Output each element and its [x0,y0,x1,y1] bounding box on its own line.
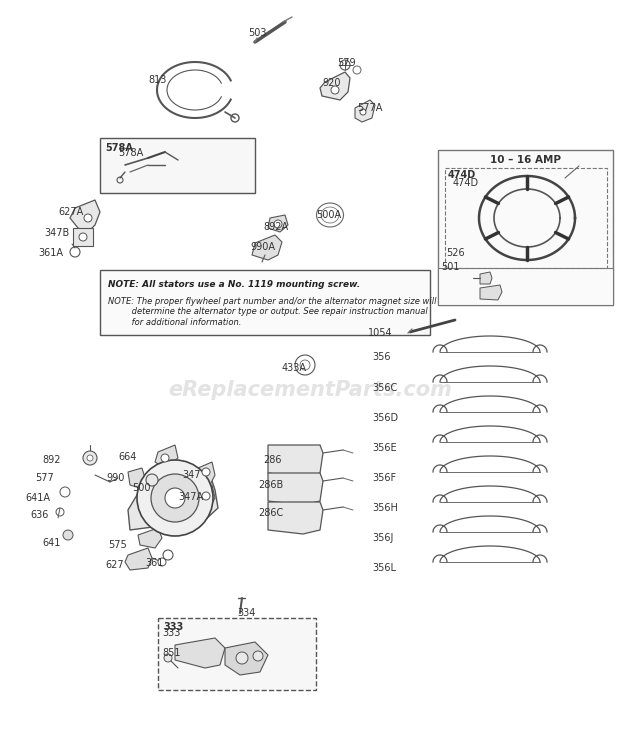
Circle shape [331,86,339,94]
Text: 526: 526 [446,248,464,258]
Text: 286B: 286B [258,480,283,490]
Text: 474D: 474D [448,170,476,180]
Text: 579: 579 [337,58,356,68]
Text: 503: 503 [248,28,267,38]
Polygon shape [125,548,152,570]
Text: 356: 356 [372,352,391,362]
Text: 286: 286 [263,455,281,465]
Polygon shape [320,72,350,100]
Text: 664: 664 [118,452,136,462]
Text: 286C: 286C [258,508,283,518]
Polygon shape [225,642,268,675]
Text: 356H: 356H [372,503,398,513]
Polygon shape [480,285,502,300]
Circle shape [146,474,158,486]
Circle shape [164,654,172,662]
Text: 347: 347 [182,470,200,480]
Text: 501: 501 [441,262,459,272]
Circle shape [63,530,73,540]
Circle shape [253,651,263,661]
Circle shape [84,214,92,222]
Text: 851: 851 [162,648,180,658]
Text: 347B: 347B [44,228,69,238]
Text: 356C: 356C [372,383,397,393]
Text: 356F: 356F [372,473,396,483]
Polygon shape [252,235,282,260]
Polygon shape [268,473,323,505]
Text: 334: 334 [237,608,255,618]
Text: 813: 813 [148,75,166,85]
Text: 920: 920 [322,78,340,88]
Text: 356J: 356J [372,533,393,543]
Text: 500A: 500A [316,210,341,220]
Text: 356E: 356E [372,443,397,453]
Text: 433A: 433A [282,363,307,373]
Text: 990A: 990A [250,242,275,252]
Polygon shape [268,215,288,232]
Text: 10 – 16 AMP: 10 – 16 AMP [490,155,560,165]
Text: NOTE: All stators use a No. 1119 mounting screw.: NOTE: All stators use a No. 1119 mountin… [108,280,360,289]
Polygon shape [196,485,215,507]
Bar [73,228,93,246]
Text: 641: 641 [42,538,60,548]
Polygon shape [268,502,323,534]
Text: 578A: 578A [105,143,133,153]
Text: 578A: 578A [118,148,143,158]
Text: 577: 577 [35,473,54,483]
Circle shape [83,451,97,465]
Text: 892: 892 [42,455,61,465]
Text: 474D: 474D [453,178,479,188]
Circle shape [79,233,87,241]
Text: 627: 627 [105,560,123,570]
Polygon shape [128,468,145,488]
Text: 641A: 641A [25,493,50,503]
Circle shape [236,652,248,664]
Polygon shape [128,468,218,530]
Circle shape [151,474,199,522]
Bar [158,618,316,690]
Circle shape [87,455,93,461]
Text: 333: 333 [163,622,184,632]
Polygon shape [155,445,178,468]
Circle shape [274,220,282,228]
Polygon shape [175,638,225,668]
Text: 356L: 356L [372,563,396,573]
Text: 577A: 577A [357,103,383,113]
Text: 356D: 356D [372,413,398,423]
Circle shape [165,488,185,508]
Text: 361: 361 [145,558,164,568]
Circle shape [360,109,366,115]
Text: eReplacementParts.com: eReplacementParts.com [168,380,452,400]
Polygon shape [268,445,323,477]
Polygon shape [480,272,492,284]
Text: 1054: 1054 [368,328,392,338]
Polygon shape [70,200,100,232]
Text: 636: 636 [30,510,48,520]
Text: 627A: 627A [58,207,83,217]
Bar [438,150,613,305]
Bar [438,268,613,305]
Polygon shape [355,100,375,122]
Text: 575: 575 [108,540,126,550]
Text: 347A: 347A [178,492,203,502]
Bar [445,168,607,268]
Text: 892A: 892A [263,222,288,232]
Bar [100,138,255,193]
Text: NOTE: The proper flywheel part number and/or the alternator magnet size will
   : NOTE: The proper flywheel part number an… [108,297,436,327]
Circle shape [137,460,213,536]
Circle shape [158,558,166,566]
Text: 500: 500 [132,483,151,493]
Polygon shape [138,528,162,548]
Circle shape [161,454,169,462]
Text: 990: 990 [106,473,125,483]
Circle shape [202,492,210,500]
Bar [100,270,430,335]
Text: 333: 333 [162,628,180,638]
Polygon shape [196,462,215,485]
Circle shape [202,468,210,476]
Text: 361A: 361A [38,248,63,258]
